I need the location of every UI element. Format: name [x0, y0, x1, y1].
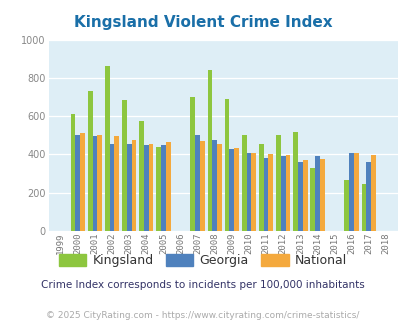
Bar [314, 156, 319, 231]
Bar [280, 156, 285, 231]
Bar [258, 144, 263, 231]
Bar [361, 183, 365, 231]
Bar [263, 158, 268, 231]
Bar [217, 144, 222, 231]
Bar [370, 155, 375, 231]
Bar [75, 135, 80, 231]
Bar [212, 140, 217, 231]
Bar [251, 152, 256, 231]
Bar [285, 155, 290, 231]
Bar [131, 140, 136, 231]
Bar [292, 132, 297, 231]
Bar [268, 154, 273, 231]
Bar [80, 133, 85, 231]
Bar [275, 135, 280, 231]
Legend: Kingsland, Georgia, National: Kingsland, Georgia, National [53, 249, 352, 272]
Text: Kingsland Violent Crime Index: Kingsland Violent Crime Index [73, 15, 332, 30]
Bar [143, 145, 148, 231]
Bar [234, 148, 239, 231]
Bar [224, 99, 229, 231]
Bar [190, 97, 195, 231]
Bar [148, 144, 153, 231]
Bar [97, 135, 102, 231]
Bar [207, 70, 212, 231]
Bar [343, 180, 348, 231]
Bar [161, 145, 165, 231]
Bar [126, 144, 131, 231]
Bar [195, 135, 200, 231]
Bar [319, 159, 324, 231]
Bar [109, 144, 114, 231]
Bar [246, 152, 251, 231]
Bar [92, 136, 97, 231]
Bar [348, 153, 353, 231]
Bar [156, 147, 161, 231]
Bar [297, 162, 302, 231]
Bar [70, 114, 75, 231]
Bar [114, 136, 119, 231]
Bar [104, 66, 109, 231]
Bar [200, 141, 204, 231]
Bar [139, 121, 143, 231]
Bar [165, 142, 170, 231]
Bar [241, 135, 246, 231]
Bar [365, 162, 370, 231]
Bar [309, 168, 314, 231]
Text: © 2025 CityRating.com - https://www.cityrating.com/crime-statistics/: © 2025 CityRating.com - https://www.city… [46, 311, 359, 320]
Bar [122, 100, 126, 231]
Bar [87, 91, 92, 231]
Bar [229, 149, 234, 231]
Bar [353, 153, 358, 231]
Text: Crime Index corresponds to incidents per 100,000 inhabitants: Crime Index corresponds to incidents per… [41, 280, 364, 290]
Bar [302, 160, 307, 231]
